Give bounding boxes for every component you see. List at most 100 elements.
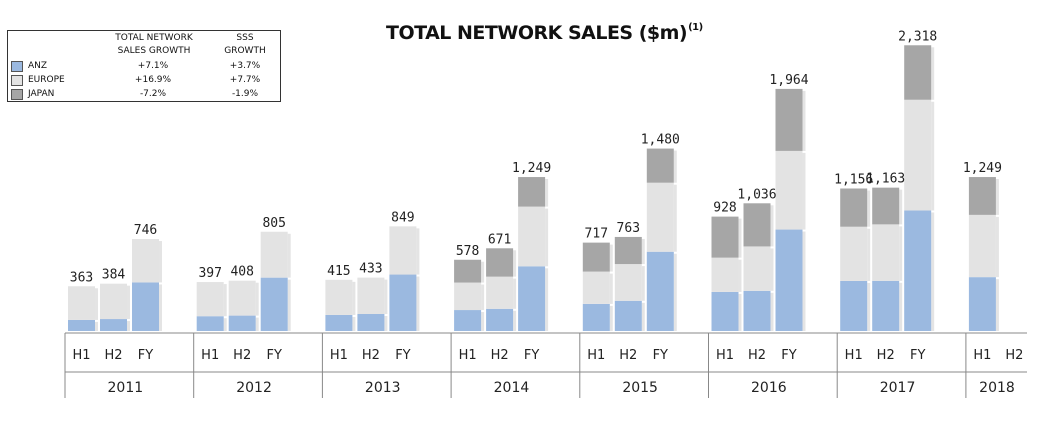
- bar-total-label: 397: [198, 266, 221, 281]
- bar-shadow: [867, 228, 871, 281]
- legend-sss-growth-anz: +3.7%: [229, 61, 261, 71]
- year-label: 2016: [751, 380, 787, 396]
- period-tick-label: H1: [459, 348, 477, 363]
- legend-header-sss-line1: SSS: [236, 33, 254, 43]
- bar-segment-europe: [711, 257, 739, 292]
- period-tick-label: H2: [491, 348, 509, 363]
- year-label: 2012: [236, 380, 272, 396]
- bar-segment-japan: [968, 177, 996, 215]
- bar-segment-europe: [196, 282, 224, 317]
- period-tick-label: H1: [330, 348, 348, 363]
- bar-shadow: [673, 184, 677, 252]
- bar-total-label: 1,964: [769, 73, 808, 88]
- bar-segment-anz: [100, 319, 127, 331]
- bar-total-label: 1,480: [641, 133, 680, 148]
- bar-segment-anz: [968, 277, 996, 331]
- bar-segment-anz: [775, 229, 803, 331]
- bar-total-label: 1,036: [737, 187, 776, 202]
- year-label: 2017: [880, 380, 916, 396]
- x-axis: H1 H2 FY H1 H2 FY H1 H2 FY H1 H2 FY H1 H2 FY H1 H2 FY H1 H2…: [64, 332, 1027, 398]
- period-tick-label: H2: [233, 348, 251, 363]
- bar-segment-anz: [904, 210, 932, 331]
- year-label: 2018: [979, 380, 1015, 396]
- chart-title: TOTAL NETWORK SALES ($m)(1): [386, 22, 703, 44]
- legend-name-japan: JAPAN: [28, 89, 55, 99]
- period-tick-label: FY: [524, 348, 539, 363]
- bar-total-label: 433: [359, 262, 382, 277]
- legend-swatch-anz: [11, 61, 23, 72]
- legend-swatch-japan: [11, 89, 23, 100]
- bar-segment-europe: [582, 271, 610, 304]
- bar-segment-europe: [357, 277, 385, 314]
- bar-total-label: 578: [456, 244, 479, 259]
- period-tick-label: FY: [395, 348, 410, 363]
- bar-shadow: [352, 281, 356, 315]
- bar-shadow: [641, 266, 645, 301]
- bar-shadow: [641, 302, 645, 331]
- legend-header-sales-growth-line2: SALES GROWTH: [117, 46, 191, 56]
- bar-segment-europe: [646, 182, 674, 252]
- bar-segment-anz: [325, 314, 353, 331]
- bar-total-label: 928: [713, 201, 736, 216]
- period-tick-label: FY: [910, 348, 925, 363]
- bar-segment-europe: [454, 282, 482, 311]
- bar-segment-anz: [260, 277, 288, 331]
- bar-shadow: [223, 318, 227, 331]
- bar-segment-japan: [518, 177, 546, 207]
- bar-shadow: [899, 189, 903, 225]
- bar-shadow: [481, 312, 485, 331]
- bar-shadow: [673, 253, 677, 331]
- bar-total-label: 363: [70, 270, 93, 285]
- legend-header-sales-growth-line1: TOTAL NETWORK: [115, 33, 193, 43]
- bar-segment-anz: [357, 313, 385, 331]
- legend-name-europe: EUROPE: [28, 75, 65, 85]
- legend-table: TOTAL NETWORK SALES GROWTH SSS GROWTH AN…: [7, 30, 281, 102]
- bar-segment-japan: [711, 216, 739, 258]
- bar-segment-anz: [840, 280, 868, 331]
- legend-row-japan: JAPAN -7.2% -1.9%: [8, 87, 280, 101]
- legend-sss-growth-japan: -1.9%: [231, 89, 259, 99]
- year-label: 2015: [622, 380, 658, 396]
- period-tick-label: FY: [138, 348, 153, 363]
- bar-shadow: [899, 226, 903, 281]
- bar-total-label: 671: [488, 232, 511, 247]
- bar-total-label: 849: [391, 210, 414, 225]
- period-tick-label: H1: [587, 348, 605, 363]
- bar-segment-anz: [228, 315, 256, 331]
- period-tick-label: H2: [619, 348, 637, 363]
- bar-segment-europe: [486, 276, 514, 309]
- value-labels-layer: 363 384 746 397 408 805 415 433 849 578 671 1,249 71…: [70, 29, 1002, 285]
- bar-segment-anz: [454, 310, 482, 331]
- year-label: 2011: [108, 380, 144, 396]
- bar-segment-europe: [614, 264, 642, 301]
- bar-shadow: [127, 321, 130, 331]
- bar-shadow: [738, 259, 742, 292]
- year-label: 2014: [494, 380, 530, 396]
- bar-shadow: [802, 152, 806, 230]
- bar-shadow: [931, 47, 935, 100]
- bar-shadow: [513, 310, 517, 331]
- bar-segment-europe: [518, 206, 546, 267]
- bar-total-label: 2,318: [898, 29, 937, 44]
- period-tick-label: FY: [781, 348, 796, 363]
- bar-segment-japan: [904, 45, 932, 100]
- bar-shadow: [867, 190, 871, 227]
- bar-total-label: 384: [102, 268, 126, 283]
- chart-title-text: TOTAL NETWORK SALES ($m): [386, 22, 688, 44]
- bar-segment-japan: [840, 188, 868, 227]
- bars-layer: [68, 45, 999, 331]
- bar-shadow: [609, 273, 613, 304]
- bar-total-label: 1,163: [866, 172, 905, 187]
- bar-shadow: [416, 276, 420, 331]
- bar-segment-japan: [743, 203, 771, 247]
- bar-shadow: [481, 261, 485, 283]
- bar-shadow: [609, 305, 613, 331]
- period-tick-label: H2: [104, 348, 122, 363]
- bar-segment-japan: [454, 259, 482, 283]
- bar-total-label: 1,249: [512, 161, 551, 176]
- bar-segment-anz: [711, 291, 739, 331]
- bar-shadow: [95, 288, 98, 320]
- bar-shadow: [127, 285, 130, 320]
- bar-total-label: 746: [134, 223, 157, 238]
- period-tick-label: H2: [362, 348, 380, 363]
